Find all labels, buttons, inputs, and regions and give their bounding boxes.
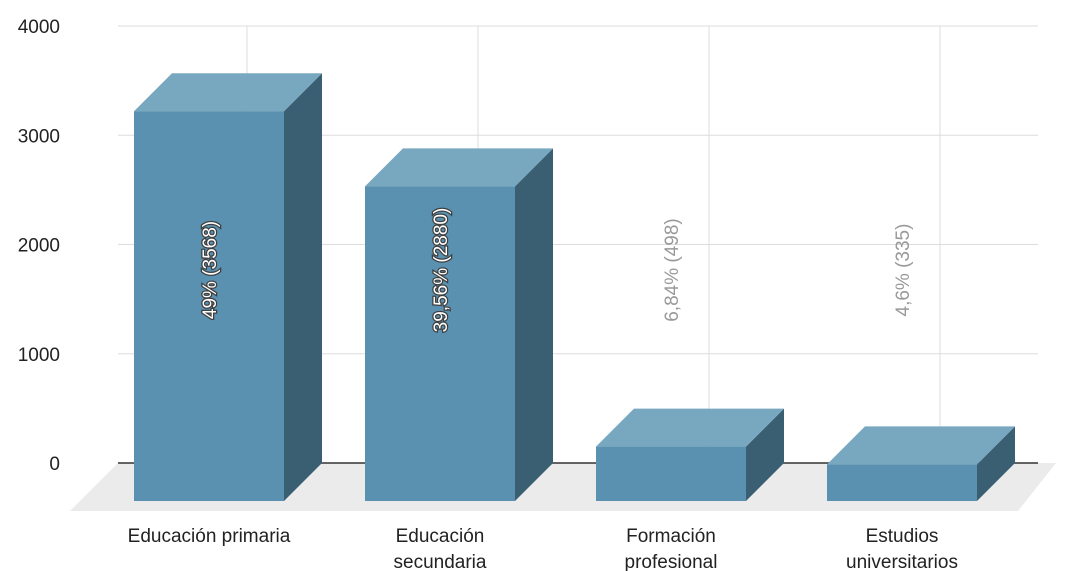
x-category-label: Educación <box>396 526 485 547</box>
bar-top <box>365 148 553 187</box>
bar <box>365 186 515 502</box>
data-label: 4,6% (335) <box>893 224 914 317</box>
bar-side <box>746 408 784 501</box>
bar <box>596 446 746 501</box>
y-tick-label: 3000 <box>18 126 60 147</box>
data-label: 6,84% (498) <box>662 218 683 322</box>
x-category-label: profesional <box>625 552 718 571</box>
y-tick-label: 4000 <box>18 17 60 38</box>
x-category-label: universitarios <box>846 552 958 571</box>
floor-plane <box>70 463 1056 511</box>
bar-side <box>977 426 1015 501</box>
x-category-label: secundaria <box>394 552 487 571</box>
y-tick-label: 0 <box>49 454 60 475</box>
bar <box>827 464 977 501</box>
bar-side <box>515 148 553 502</box>
bar-side <box>284 73 322 502</box>
y-tick-label: 1000 <box>18 345 60 366</box>
x-category-label: Educación primaria <box>128 526 291 547</box>
data-label: 39,56% (2880) <box>431 208 452 333</box>
y-tick-label: 2000 <box>18 236 60 257</box>
x-category-label: Estudios <box>866 526 939 547</box>
bar-top <box>827 426 1015 465</box>
bar <box>134 111 284 502</box>
data-label: 49% (3568) <box>200 221 221 319</box>
bar-top <box>134 73 322 112</box>
bar-top <box>596 408 784 447</box>
x-category-label: Formación <box>626 526 716 547</box>
